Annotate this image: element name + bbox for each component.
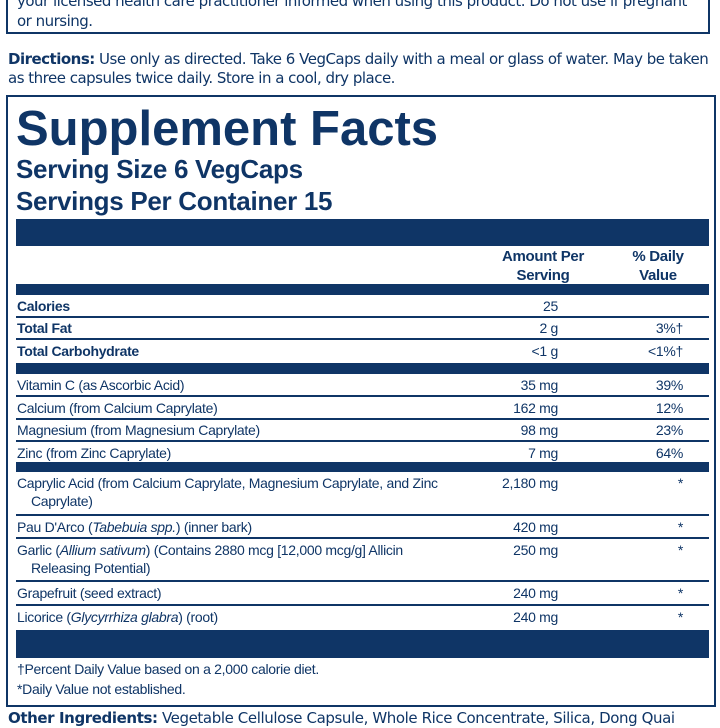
nutrient-amount: 98 mg xyxy=(520,422,559,438)
nutrient-dv: <1%† xyxy=(648,343,683,359)
other-ingredients-body: Vegetable Cellulose Capsule, Whole Rice … xyxy=(157,709,675,727)
ingredient-name: Garlic (Allium sativum) (Contains 2880 m… xyxy=(17,541,467,577)
ingredient-name-post: ) (root) xyxy=(178,609,218,625)
amount-per-serving-header: Amount Per Serving xyxy=(473,247,613,285)
medium-divider-bar xyxy=(16,284,709,295)
directions-body: Use only as directed. Take 6 VegCaps dai… xyxy=(8,50,709,87)
nutrient-amount: 25 xyxy=(543,298,558,314)
nutrient-name: Magnesium (from Magnesium Caprylate) xyxy=(17,422,260,438)
ingredient-name-pre: Pau D'Arco ( xyxy=(17,519,93,535)
header-amount-line2: Serving xyxy=(516,267,570,284)
ingredient-name-pre: Garlic ( xyxy=(17,542,60,558)
ingredient-name: Pau D'Arco (Tabebuia spp.) (inner bark) xyxy=(17,518,467,536)
nutrient-dv: 64% xyxy=(655,445,683,461)
row-divider xyxy=(16,514,709,516)
row-divider xyxy=(16,338,709,340)
header-dv-line2: Value xyxy=(639,267,677,284)
nutrient-dv: 23% xyxy=(655,422,683,438)
nutrient-name: Zinc (from Zinc Caprylate) xyxy=(17,445,172,461)
footnote-dv: †Percent Daily Value based on a 2,000 ca… xyxy=(17,661,319,677)
medium-divider-bar xyxy=(16,462,709,472)
directions-text: Directions: Use only as directed. Take 6… xyxy=(8,50,714,88)
thick-divider-bar xyxy=(16,219,709,246)
ingredient-name-post: ) (inner bark) xyxy=(175,519,252,535)
ingredient-dv: * xyxy=(677,609,683,625)
servings-per-container: Servings Per Container 15 xyxy=(16,186,333,216)
nutrient-name: Total Carbohydrate xyxy=(17,343,139,359)
nutrient-amount: 35 mg xyxy=(520,377,559,393)
ingredient-name: Licorice (Glycyrrhiza glabra) (root) xyxy=(17,608,467,626)
ingredient-amount: 420 mg xyxy=(513,519,558,535)
nutrient-amount: 7 mg xyxy=(528,445,558,461)
ingredient-amount: 240 mg xyxy=(513,585,558,601)
row-divider xyxy=(16,395,709,397)
nutrient-name: Calcium (from Calcium Caprylate) xyxy=(17,400,218,416)
nutrient-dv: 3%† xyxy=(655,320,683,336)
ingredient-name-pre: Licorice ( xyxy=(17,609,71,625)
ingredient-amount: 240 mg xyxy=(513,609,558,625)
row-divider xyxy=(16,604,709,606)
warning-line-2: or nursing. xyxy=(17,12,93,30)
nutrient-amount: 162 mg xyxy=(513,400,558,416)
ingredient-name-line2: Releasing Potential) xyxy=(31,560,151,576)
ingredient-dv: * xyxy=(677,585,683,601)
medium-divider-bar xyxy=(16,363,709,374)
warning-line-1: your licensed health care practitioner i… xyxy=(17,0,687,10)
ingredient-latin-name: Allium sativum xyxy=(59,542,146,558)
warning-box: your licensed health care practitioner i… xyxy=(6,0,710,34)
ingredient-name-post: ) (Contains 2880 mcg [12,000 mcg/g] Alli… xyxy=(145,542,403,558)
directions-label: Directions: xyxy=(8,50,95,68)
nutrient-amount: <1 g xyxy=(531,343,559,359)
supplement-facts-panel: Supplement Facts Serving Size 6 VegCaps … xyxy=(6,95,716,707)
ingredient-name-line2: Caprylate) xyxy=(31,493,93,509)
header-dv-line1: % Daily xyxy=(632,248,684,265)
other-ingredients-text: Other Ingredients: Vegetable Cellulose C… xyxy=(8,709,720,728)
ingredient-name-line1: Caprylic Acid (from Calcium Caprylate, M… xyxy=(17,475,438,491)
nutrient-name: Total Fat xyxy=(17,320,72,336)
ingredient-amount: 250 mg xyxy=(513,542,558,558)
nutrient-name: Calories xyxy=(17,298,70,314)
ingredient-latin-name: Tabebuia spp. xyxy=(92,519,176,535)
panel-title: Supplement Facts xyxy=(16,102,439,156)
row-divider xyxy=(16,440,709,442)
nutrient-amount: 2 g xyxy=(539,320,558,336)
ingredient-dv: * xyxy=(677,542,683,558)
serving-size: Serving Size 6 VegCaps xyxy=(16,154,303,184)
row-divider xyxy=(16,316,709,318)
ingredient-dv: * xyxy=(677,475,683,491)
ingredient-name: Caprylic Acid (from Calcium Caprylate, M… xyxy=(17,474,467,510)
header-amount-line1: Amount Per xyxy=(501,248,584,265)
thick-divider-bar xyxy=(16,630,709,658)
nutrient-dv: 12% xyxy=(655,400,683,416)
row-divider xyxy=(16,580,709,582)
ingredient-name: Grapefruit (seed extract) xyxy=(17,585,162,601)
row-divider xyxy=(16,418,709,420)
row-divider xyxy=(16,537,709,539)
ingredient-latin-name: Glycyrrhiza glabra xyxy=(70,609,179,625)
daily-value-header: % Daily Value xyxy=(608,247,708,285)
nutrient-name: Vitamin C (as Ascorbic Acid) xyxy=(17,377,185,393)
other-ingredients-label: Other Ingredients: xyxy=(8,709,158,727)
ingredient-dv: * xyxy=(677,519,683,535)
footnote-not-established: *Daily Value not established. xyxy=(17,681,186,697)
ingredient-amount: 2,180 mg xyxy=(502,475,558,491)
nutrient-dv: 39% xyxy=(655,377,683,393)
warning-text: your licensed health care practitioner i… xyxy=(17,0,702,31)
